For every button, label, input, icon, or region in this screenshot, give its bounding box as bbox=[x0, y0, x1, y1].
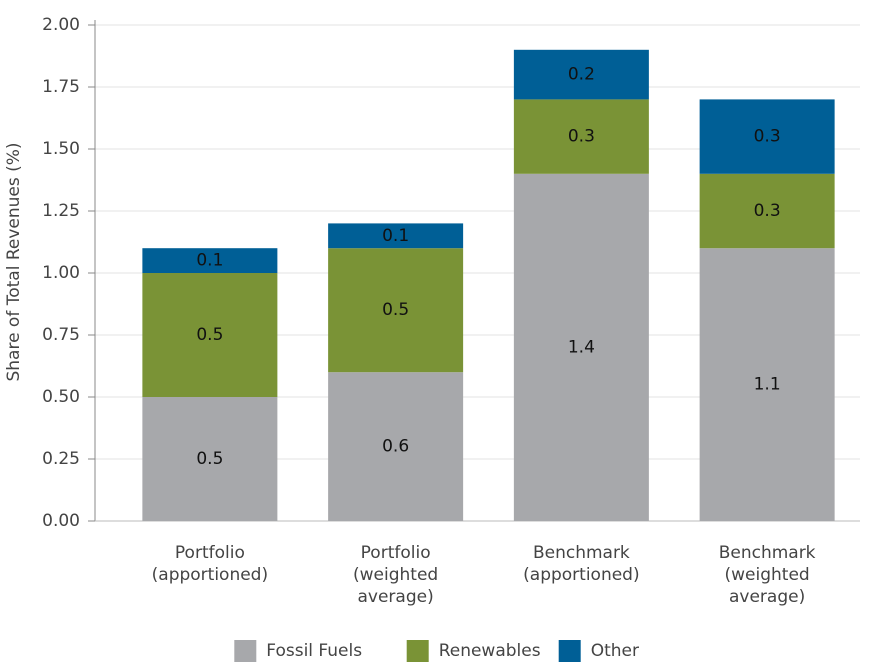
legend-label: Renewables bbox=[439, 641, 541, 661]
y-tick-label: 1.75 bbox=[42, 77, 80, 97]
bar-segment bbox=[142, 273, 278, 397]
value-label: 0.5 bbox=[196, 449, 223, 469]
x-tick-label: Benchmark (weighted average) bbox=[719, 543, 816, 607]
value-label: 0.5 bbox=[382, 300, 409, 320]
y-tick-label: 1.50 bbox=[42, 139, 80, 159]
y-tick-label: 2.00 bbox=[42, 15, 80, 35]
bar-segment bbox=[328, 223, 464, 249]
bar-segment bbox=[699, 173, 835, 249]
y-tick-label: 1.00 bbox=[42, 263, 80, 283]
value-label: 0.6 bbox=[382, 437, 409, 457]
bar-segment bbox=[142, 397, 278, 521]
value-label: 1.4 bbox=[568, 337, 595, 357]
bar-segment bbox=[142, 248, 278, 273]
value-label: 0.3 bbox=[568, 127, 595, 147]
legend-swatch bbox=[234, 640, 257, 662]
legend-label: Other bbox=[591, 641, 639, 661]
y-tick-label: 1.25 bbox=[42, 201, 80, 221]
y-tick-label: 0.00 bbox=[42, 511, 80, 531]
bar-segment bbox=[513, 173, 649, 522]
bar-segment bbox=[699, 99, 835, 174]
legend-label: Fossil Fuels bbox=[266, 641, 362, 661]
bar-segment bbox=[328, 372, 464, 521]
y-tick-label: 0.75 bbox=[42, 325, 80, 345]
y-tick-label: 0.50 bbox=[42, 387, 80, 407]
bar-segment bbox=[513, 99, 649, 174]
bar-segment bbox=[699, 248, 835, 521]
value-label: 1.1 bbox=[754, 375, 781, 395]
y-axis-label: Share of Total Revenues (%) bbox=[4, 142, 24, 381]
bar-segment bbox=[328, 248, 464, 373]
x-tick-label: Portfolio (weighted average) bbox=[353, 543, 438, 607]
legend-swatch bbox=[558, 640, 581, 662]
value-label: 0.1 bbox=[382, 226, 409, 246]
value-label: 0.5 bbox=[196, 325, 223, 345]
value-label: 0.3 bbox=[754, 127, 781, 147]
legend-swatch bbox=[406, 640, 429, 662]
value-label: 0.2 bbox=[568, 65, 595, 85]
value-label: 0.1 bbox=[196, 251, 223, 271]
x-tick-label: Benchmark (apportioned) bbox=[523, 543, 639, 585]
bar-segment bbox=[513, 49, 649, 100]
x-tick-label: Portfolio (apportioned) bbox=[152, 543, 268, 585]
y-tick-label: 0.25 bbox=[42, 449, 80, 469]
value-label: 0.3 bbox=[754, 201, 781, 221]
